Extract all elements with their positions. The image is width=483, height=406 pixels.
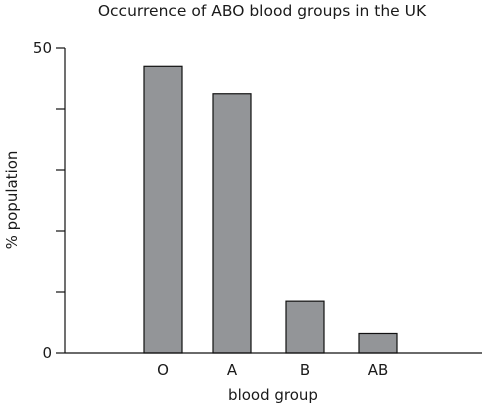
y-axis-label: % population	[3, 151, 21, 250]
y-tick-label: 0	[42, 344, 52, 362]
x-axis-label: blood group	[228, 386, 318, 404]
bars-group	[143, 65, 398, 354]
chart-title: Occurrence of ABO blood groups in the UK	[98, 2, 427, 20]
x-tick-labels: O A B AB	[157, 361, 388, 379]
bar-b	[285, 300, 325, 354]
y-ticks: 0 50	[33, 39, 65, 362]
bar-o	[143, 65, 183, 354]
bar-a	[212, 93, 252, 354]
x-tick-label-b: B	[300, 361, 310, 379]
x-tick-label-ab: AB	[368, 361, 389, 379]
x-tick-label-o: O	[157, 361, 169, 379]
x-tick-label-a: A	[227, 361, 238, 379]
y-tick-label: 50	[33, 39, 52, 57]
bar-ab	[358, 332, 398, 354]
